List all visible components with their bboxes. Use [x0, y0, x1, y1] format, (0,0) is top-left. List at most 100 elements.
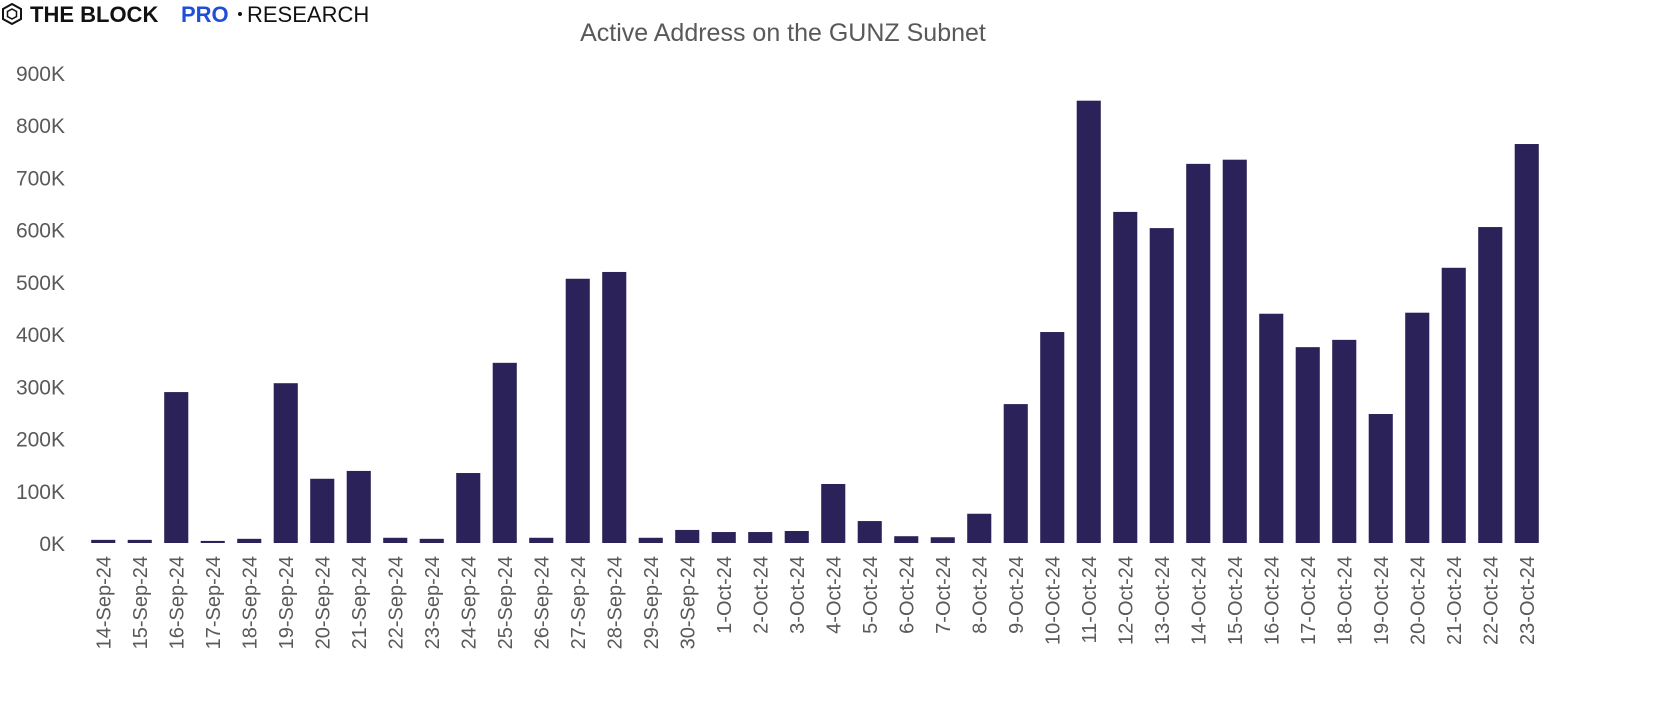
bar: [1259, 313, 1284, 543]
bar: [456, 473, 481, 543]
bar: [857, 521, 882, 543]
bar: [1040, 332, 1065, 543]
bar: [565, 278, 590, 543]
x-tick-label: 11-Oct-24: [1079, 556, 1101, 643]
bar: [383, 537, 408, 543]
x-tick-label: 22-Sep-24: [385, 556, 407, 649]
x-tick-label: 30-Sep-24: [677, 556, 699, 649]
x-tick-label: 12-Oct-24: [1115, 556, 1137, 645]
x-tick-label: 21-Sep-24: [349, 556, 371, 649]
bar: [492, 362, 517, 543]
bar: [638, 537, 663, 543]
y-tick-label: 600K: [16, 220, 65, 243]
y-tick-label: 700K: [16, 167, 65, 190]
y-tick-label: 200K: [16, 429, 65, 452]
bar: [310, 478, 335, 543]
x-tick-label: 9-Oct-24: [1006, 556, 1028, 634]
x-tick-label: 18-Oct-24: [1334, 556, 1356, 645]
bar: [1222, 159, 1247, 543]
x-tick-label: 27-Sep-24: [568, 556, 590, 649]
bar: [1149, 228, 1174, 543]
bar: [273, 383, 298, 543]
brand-pro: PRO: [181, 2, 229, 27]
y-tick-label: 800K: [16, 115, 65, 138]
y-tick-label: 100K: [16, 481, 65, 504]
bar: [930, 537, 955, 543]
y-tick-label: 500K: [16, 272, 65, 295]
x-tick-label: 2-Oct-24: [750, 556, 772, 634]
logo-icon: [2, 2, 22, 26]
x-tick-label: 13-Oct-24: [1152, 556, 1174, 645]
x-tick-label: 17-Oct-24: [1298, 556, 1320, 645]
x-tick-label: 24-Sep-24: [458, 556, 480, 649]
bar: [164, 392, 189, 543]
bar: [1113, 211, 1138, 543]
chart-title: Active Address on the GUNZ Subnet: [580, 19, 986, 47]
y-tick-label: 900K: [16, 63, 65, 86]
x-tick-label: 6-Oct-24: [896, 556, 918, 634]
section: RESEARCH: [247, 2, 369, 27]
bar: [200, 540, 225, 543]
bar: [675, 529, 700, 543]
bar: [1003, 404, 1028, 543]
x-tick-label: 21-Oct-24: [1444, 556, 1466, 645]
bar: [894, 536, 919, 543]
bar: [967, 513, 992, 543]
x-tick-label: 16-Sep-24: [166, 556, 188, 649]
x-tick-label: 20-Oct-24: [1407, 556, 1429, 645]
separator: [238, 12, 242, 16]
x-tick-label: 15-Oct-24: [1225, 556, 1247, 645]
x-tick-label: 14-Oct-24: [1188, 556, 1210, 645]
bar: [748, 532, 773, 543]
x-tick-label: 23-Oct-24: [1517, 556, 1539, 645]
bar: [602, 271, 627, 543]
x-tick-label: 18-Sep-24: [239, 556, 261, 649]
bar: [1076, 100, 1101, 543]
x-tick-label: 14-Sep-24: [93, 556, 115, 649]
x-tick-label: 4-Oct-24: [823, 556, 845, 634]
bar: [1514, 144, 1539, 543]
bar: [1368, 414, 1393, 543]
x-tick-label: 1-Oct-24: [714, 556, 736, 634]
x-tick-label: 17-Sep-24: [203, 556, 225, 649]
y-tick-label: 0K: [39, 533, 65, 556]
x-tick-label: 25-Sep-24: [495, 556, 517, 649]
bar: [1405, 312, 1430, 543]
x-tick-label: 16-Oct-24: [1261, 556, 1283, 645]
bar: [91, 539, 116, 543]
x-tick-label: 29-Sep-24: [641, 556, 663, 649]
x-tick-label: 5-Oct-24: [860, 556, 882, 634]
bar: [237, 538, 262, 543]
bar: [1295, 347, 1320, 543]
x-tick-label: 28-Sep-24: [604, 556, 626, 649]
x-tick-label: 7-Oct-24: [933, 556, 955, 634]
x-tick-label: 23-Sep-24: [422, 556, 444, 649]
x-tick-label: 19-Sep-24: [276, 556, 298, 649]
x-tick-label: 22-Oct-24: [1480, 556, 1502, 645]
logo-icon-inner: [6, 8, 18, 20]
y-tick-label: 300K: [16, 376, 65, 399]
bar: [127, 539, 152, 543]
logo: THE BLOCK PRO RESEARCH: [2, 2, 369, 27]
bar: [784, 530, 809, 543]
bar: [821, 483, 846, 543]
x-tick-label: 3-Oct-24: [787, 556, 809, 634]
brand: THE BLOCK: [30, 2, 158, 27]
bar: [346, 470, 371, 543]
x-tick-label: 10-Oct-24: [1042, 556, 1064, 645]
bar: [419, 538, 444, 543]
y-tick-label: 400K: [16, 324, 65, 347]
bar: [529, 537, 554, 543]
bar: [1478, 227, 1503, 544]
x-tick-label: 20-Sep-24: [312, 556, 334, 649]
x-tick-label: 19-Oct-24: [1371, 556, 1393, 645]
bar: [1441, 267, 1466, 543]
x-tick-label: 8-Oct-24: [969, 556, 991, 634]
x-tick-label: 15-Sep-24: [130, 556, 152, 649]
bar: [1186, 163, 1211, 543]
bar: [1332, 339, 1357, 543]
x-tick-label: 26-Sep-24: [531, 556, 553, 649]
bar: [711, 532, 736, 543]
